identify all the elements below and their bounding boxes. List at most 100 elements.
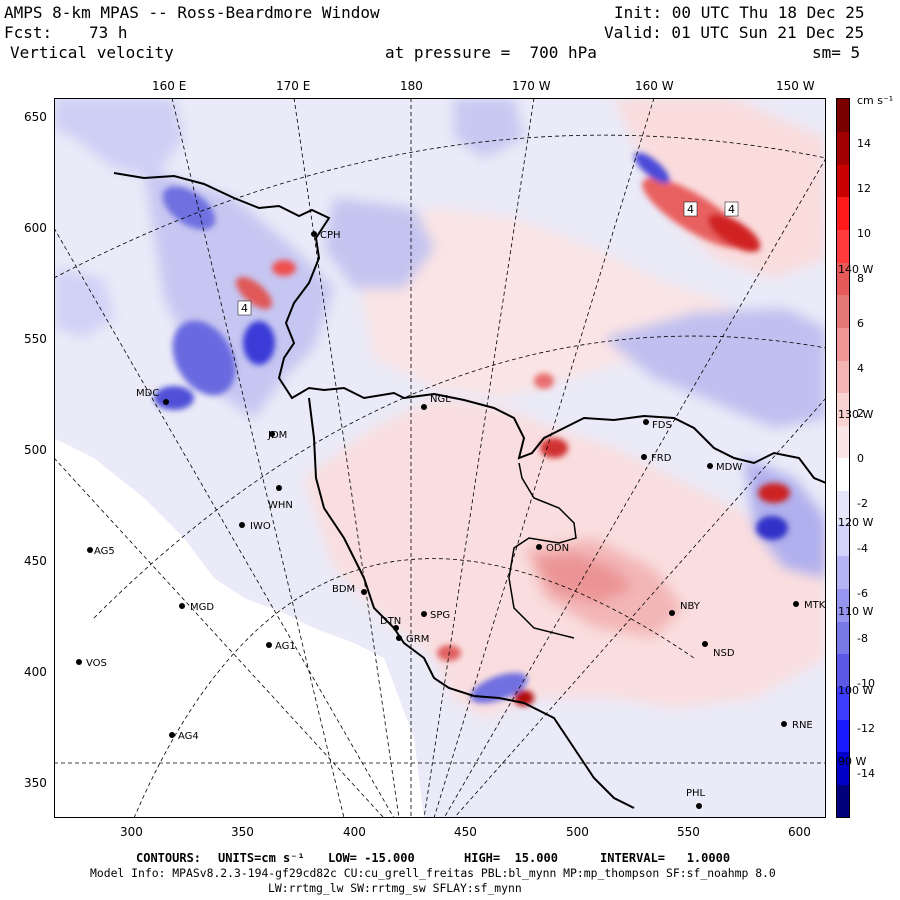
colorbar-segment	[837, 523, 849, 557]
ice-shelf-edge	[508, 462, 577, 639]
colorbar-segment	[837, 392, 849, 426]
colorbar-tick-label: 0	[857, 452, 864, 465]
station-label: WHN	[268, 500, 293, 511]
station-label: NBY	[680, 601, 701, 612]
station-label: MDC	[136, 388, 159, 399]
outside-domain-region	[54, 438, 424, 818]
station-label: DTN	[380, 616, 401, 627]
lon-label-170w: 170 W	[512, 79, 551, 93]
lon-label-130w: 130 W	[838, 408, 874, 421]
lon-label-140w: 140 W	[838, 263, 874, 276]
transantarctic-coast	[308, 397, 635, 809]
colorbar-segment	[837, 588, 849, 622]
forecast-label: Fcst:	[4, 23, 53, 42]
x-tick-label: 400	[343, 825, 366, 839]
station-label: BDM	[332, 584, 355, 595]
station-label: AG5	[94, 546, 115, 557]
pressure-level: at pressure = 700 hPa	[385, 43, 597, 62]
lon-label-160w: 160 W	[635, 79, 674, 93]
colorbar-segment	[837, 327, 849, 361]
smoothing-value: sm= 5	[812, 43, 861, 62]
graticule	[54, 98, 826, 818]
station-label: VOS	[86, 658, 107, 669]
station-label: FDS	[652, 420, 672, 431]
station-label: MTK	[804, 600, 826, 611]
contour-label: 4	[687, 203, 694, 216]
x-tick-label: 600	[788, 825, 811, 839]
colorbar-tick-label: 14	[857, 137, 871, 150]
model-info: Model Info: MPASv8.2.3-194-gf29cd82c CU:…	[90, 866, 776, 880]
lon-label-110w: 110 W	[838, 605, 874, 618]
x-tick-label: 350	[231, 825, 254, 839]
colorbar-tick-label: -6	[857, 587, 868, 600]
station-label: AG1	[275, 641, 296, 652]
station-label: CPH	[320, 230, 341, 241]
colorbar-segment	[837, 229, 849, 263]
station-label: AG4	[178, 731, 199, 742]
lon-label-120w: 120 W	[838, 516, 874, 529]
colorbar-tick-label: -2	[857, 497, 868, 510]
station-label: RNE	[792, 720, 813, 731]
x-tick-label: 300	[120, 825, 143, 839]
valid-time: Valid: 01 UTC Sun 21 Dec 25	[604, 23, 865, 42]
colorbar	[836, 98, 850, 818]
station-label: JDM	[267, 430, 287, 441]
colorbar-segment	[837, 458, 849, 492]
colorbar-segment	[837, 262, 849, 296]
station-label: SPG	[430, 610, 450, 621]
station-label: MDW	[716, 462, 742, 473]
x-tick-label: 550	[677, 825, 700, 839]
colorbar-segment	[837, 686, 849, 720]
colorbar-segment	[837, 131, 849, 165]
colorbar-segment	[837, 425, 849, 459]
contours-units: UNITS=cm s⁻¹	[218, 851, 305, 865]
colorbar-tick-label: 10	[857, 227, 871, 240]
forecast-hour: 73 h	[89, 23, 128, 42]
colorbar-segment	[837, 784, 849, 818]
station-label: NGL	[430, 394, 451, 405]
colorbar-segment	[837, 360, 849, 394]
station-label: FRD	[651, 453, 672, 464]
y-tick-label: 350	[24, 776, 47, 790]
station-label: NSD	[713, 648, 735, 659]
contours-interval: INTERVAL= 1.0000	[600, 851, 731, 865]
colorbar-segment	[837, 294, 849, 328]
contour-label: 4	[728, 203, 735, 216]
colorbar-segment	[837, 653, 849, 687]
contours-high: HIGH= 15.000	[464, 851, 558, 865]
lon-label-170e: 170 E	[276, 79, 311, 93]
station-label: GRM	[406, 634, 429, 645]
lon-label-160e: 160 E	[152, 79, 187, 93]
colorbar-segment	[837, 555, 849, 590]
colorbar-segment	[837, 490, 849, 524]
map-frame	[54, 98, 826, 818]
station-label: PHL	[686, 788, 706, 799]
lon-label-150w: 150 W	[776, 79, 815, 93]
physics-info: LW:rrtmg_lw SW:rrtmg_sw SFLAY:sf_mynn	[268, 881, 522, 895]
colorbar-segment	[837, 99, 849, 133]
init-time: Init: 00 UTC Thu 18 Dec 25	[614, 3, 865, 22]
colorbar-tick-label: 6	[857, 317, 864, 330]
coastline	[113, 172, 826, 484]
y-tick-label: 400	[24, 665, 47, 679]
vertical-velocity-map: 4 4 4 CPH MDC JDM NGL WHN IWO AG5 MGD BD…	[54, 98, 826, 818]
colorbar-tick-label: -8	[857, 632, 868, 645]
station-label: MGD	[190, 602, 214, 613]
variable-name: Vertical velocity	[10, 43, 174, 62]
contours-low: LOW= -15.000	[328, 851, 415, 865]
contours-label: CONTOURS:	[136, 851, 202, 865]
colorbar-segment	[837, 164, 849, 198]
plot-title: AMPS 8-km MPAS -- Ross-Beardmore Window	[4, 3, 380, 22]
lon-label-90w: 90 W	[838, 755, 867, 768]
colorbar-tick-label: -12	[857, 722, 875, 735]
colorbar-tick-label: -4	[857, 542, 868, 555]
contour-label: 4	[241, 302, 248, 315]
colorbar-segment	[837, 751, 849, 785]
y-tick-label: 600	[24, 221, 47, 235]
x-tick-label: 500	[566, 825, 589, 839]
y-tick-label: 500	[24, 443, 47, 457]
lon-label-180: 180	[400, 79, 423, 93]
station-label: ODN	[546, 543, 569, 554]
colorbar-tick-label: -14	[857, 767, 875, 780]
station-label: IWO	[250, 521, 271, 532]
